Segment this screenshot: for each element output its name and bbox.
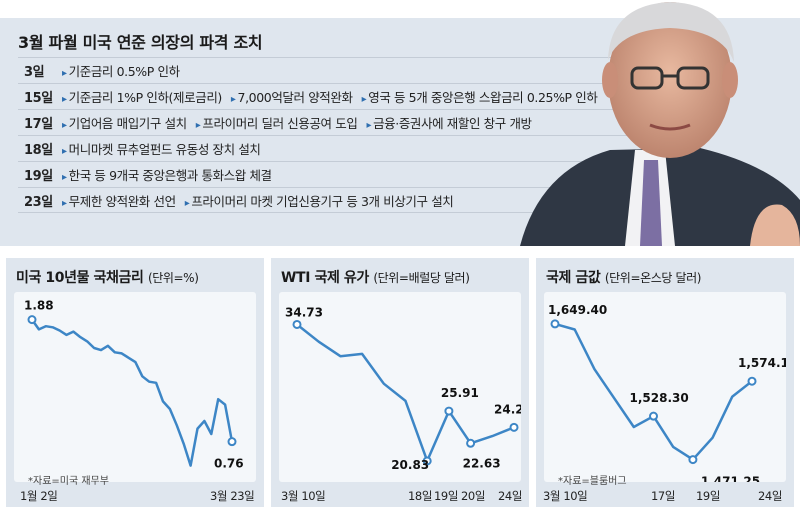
data-point <box>227 437 237 447</box>
x-tick: 18일 <box>408 489 433 503</box>
x-tick: 3월 23일 <box>210 489 255 503</box>
measure-item: 영국 등 5개 중앙은행 스왑금리 0.25%P 인하 <box>362 87 598 106</box>
measure-item: 기준금리 0.5%P 인하 <box>62 61 180 80</box>
measure-row: 23일 무제한 양적완화 선언 프라이머리 마켓 기업신용기구 등 3개 비상기구 … <box>18 187 653 213</box>
chart-title: 미국 10년물 국채금리 (단위=%) <box>16 270 199 286</box>
data-point <box>27 315 37 325</box>
chart-title: WTI 국제 유가 (단위=배럴당 달러) <box>281 270 470 286</box>
source-note: *자료=블룸버그 <box>558 476 627 487</box>
measure-item: 금융·증권사에 재할인 창구 개방 <box>366 113 532 132</box>
x-tick: 19일 <box>434 489 459 503</box>
x-tick: 3월 10일 <box>543 489 588 503</box>
measure-row: 15일 기준금리 1%P 인하(제로금리) 7,000억달러 양적완화 영국 등 5개… <box>18 83 653 109</box>
measure-day: 23일 <box>24 194 53 210</box>
page-title: 3월 파월 미국 연준 의장의 파격 조치 <box>18 33 263 52</box>
line-chart: 34.73 20.83 25.91 22.63 24.25 <box>285 305 521 472</box>
measure-day: 3일 <box>24 65 45 80</box>
x-tick: 3월 10일 <box>281 489 326 503</box>
line-chart: 1,649.40 1,528.30 1,471.25 1,574.14 <box>548 303 786 482</box>
x-tick: 20일 <box>461 489 486 503</box>
data-point <box>688 455 698 465</box>
measure-item: 한국 등 9개국 중앙은행과 통화스왑 체결 <box>62 165 272 184</box>
data-point <box>747 376 757 386</box>
data-point <box>422 456 432 466</box>
measure-day: 18일 <box>24 143 53 158</box>
data-label: 20.83 <box>391 458 429 472</box>
data-label: 1,528.30 <box>630 391 689 405</box>
measure-day: 17일 <box>24 117 53 132</box>
measure-day: 19일 <box>24 169 53 184</box>
data-point <box>466 438 476 448</box>
data-point <box>509 422 519 432</box>
source-note: *자료=미국 재무부 <box>28 476 109 487</box>
line-chart: 1.88 0.76 <box>24 299 244 471</box>
series-line <box>30 318 234 467</box>
measure-item: 머니마켓 뮤추얼펀드 유동성 장치 설치 <box>62 139 261 158</box>
wti-oil-panel: WTI 국제 유가 (단위=배럴당 달러) 34.73 20.83 25.91 22.… <box>271 258 529 507</box>
x-tick: 1월 2일 <box>20 489 58 503</box>
measure-row: 19일 한국 등 9개국 중앙은행과 통화스왑 체결 <box>18 161 653 187</box>
x-tick: 17일 <box>651 489 676 503</box>
x-tick: 19일 <box>696 489 721 503</box>
data-label: 34.73 <box>285 305 323 319</box>
data-label: 0.76 <box>214 457 244 471</box>
x-tick: 24일 <box>498 489 523 503</box>
data-point <box>444 406 454 416</box>
data-point <box>649 411 658 421</box>
measure-row: 18일 머니마켓 뮤추얼펀드 유동성 장치 설치 <box>18 135 653 161</box>
data-label: 25.91 <box>441 386 479 400</box>
measure-row: 3일 기준금리 0.5%P 인하 <box>18 57 653 83</box>
data-point <box>292 319 302 329</box>
data-label: 22.63 <box>463 456 501 470</box>
measure-item: 기준금리 1%P 인하(제로금리) <box>62 87 223 106</box>
measure-item: 기업어음 매입기구 설치 <box>62 113 188 132</box>
treasury-yield-panel: 미국 10년물 국채금리 (단위=%) 1.88 0.76 *자료=미국 재무부 … <box>6 258 264 507</box>
measure-item: 7,000억달러 양적완화 <box>231 87 353 106</box>
treasury-yield-chart: 1.88 0.76 <box>14 292 256 482</box>
measures-table: 3일 기준금리 0.5%P 인하 15일 기준금리 1%P 인하(제로금리) 7,000… <box>18 57 653 213</box>
data-label: 1,574.14 <box>738 356 786 370</box>
x-tick: 24일 <box>758 489 783 503</box>
measure-item: 프라이머리 마켓 기업신용기구 등 3개 비상기구 설치 <box>185 191 454 210</box>
series-line <box>296 323 515 463</box>
data-point <box>550 319 560 329</box>
chairman-photo <box>500 0 800 246</box>
gold-price-chart: 1,649.40 1,528.30 1,471.25 1,574.14 <box>544 292 786 482</box>
measure-item: 프라이머리 딜러 신용공여 도입 <box>196 113 357 132</box>
data-label: 1,471.25 <box>701 475 760 482</box>
data-label: 24.25 <box>494 402 521 416</box>
measure-day: 15일 <box>24 91 53 106</box>
gold-price-panel: 국제 금값 (단위=온스당 달러) 1,649.40 1,528.30 1,471.… <box>536 258 794 507</box>
chart-title: 국제 금값 (단위=온스당 달러) <box>546 270 702 286</box>
wti-oil-chart: 34.73 20.83 25.91 22.63 24.25 <box>279 292 521 482</box>
measure-item: 무제한 양적완화 선언 <box>62 191 176 210</box>
data-label: 1.88 <box>24 299 54 313</box>
measure-row: 17일 기업어음 매입기구 설치 프라이머리 딜러 신용공여 도입 금융·증권사에 재… <box>18 109 653 135</box>
data-label: 1,649.40 <box>548 303 607 317</box>
